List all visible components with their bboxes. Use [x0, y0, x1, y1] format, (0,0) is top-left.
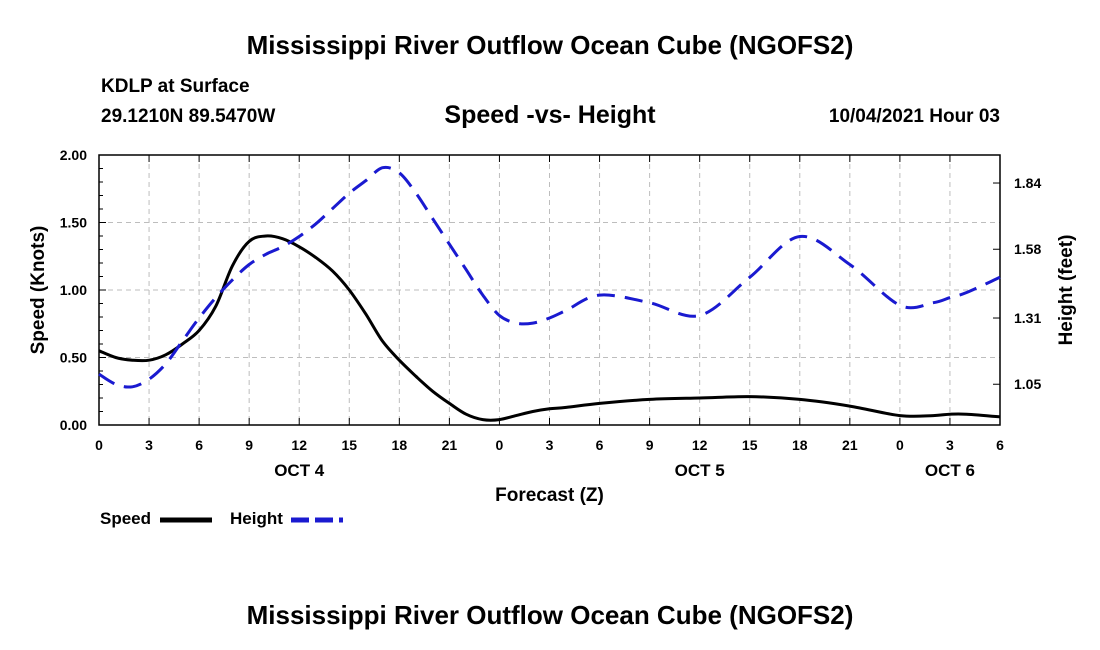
- y2-tick-label: 1.58: [1014, 241, 1041, 257]
- y2-axis-title: Height (feet): [1056, 235, 1077, 346]
- x-axis-title: Forecast (Z): [495, 485, 604, 506]
- day-label: OCT 4: [274, 461, 325, 480]
- x-tick-label: 0: [496, 437, 504, 453]
- x-tick-label: 3: [946, 437, 954, 453]
- x-tick-label: 0: [95, 437, 103, 453]
- x-tick-label: 0: [896, 437, 904, 453]
- x-tick-label: 9: [646, 437, 654, 453]
- x-tick-label: 18: [792, 437, 808, 453]
- chart-subtitle: Speed -vs- Height: [444, 101, 656, 129]
- chart-title-bottom: Mississippi River Outflow Ocean Cube (NG…: [246, 600, 854, 630]
- day-label: OCT 6: [925, 461, 975, 480]
- x-tick-label: 6: [996, 437, 1004, 453]
- x-tick-label: 3: [145, 437, 153, 453]
- x-tick-label: 3: [546, 437, 554, 453]
- speed-series-line: [98, 234, 1001, 422]
- x-tick-label: 12: [291, 437, 307, 453]
- x-tick-label: 15: [341, 437, 357, 453]
- coordinates-label: 29.1210N 89.5470W: [101, 106, 276, 127]
- y-axis-title: Speed (Knots): [28, 226, 49, 355]
- x-tick-label: 18: [392, 437, 408, 453]
- y2-tick-label: 1.05: [1014, 376, 1041, 392]
- day-label: OCT 5: [675, 461, 725, 480]
- y-tick-label: 1.50: [60, 215, 87, 231]
- x-tick-label: 15: [742, 437, 758, 453]
- y-tick-label: 0.00: [60, 417, 87, 433]
- x-tick-label: 21: [842, 437, 858, 453]
- station-label: KDLP at Surface: [101, 76, 250, 97]
- legend-height-label: Height: [230, 509, 283, 528]
- plot-frame: [98, 154, 1001, 426]
- x-tick-label: 9: [245, 437, 253, 453]
- y-tick-label: 0.50: [60, 350, 87, 366]
- x-tick-label: 6: [195, 437, 203, 453]
- x-tick-label: 12: [692, 437, 708, 453]
- x-tick-label: 6: [596, 437, 604, 453]
- chart-title-top: Mississippi River Outflow Ocean Cube (NG…: [246, 30, 854, 60]
- x-tick-label: 21: [442, 437, 458, 453]
- datetime-label: 10/04/2021 Hour 03: [828, 106, 1000, 127]
- legend-speed-label: Speed: [100, 509, 152, 528]
- y2-tick-label: 1.31: [1014, 310, 1041, 326]
- y2-tick-label: 1.84: [1014, 175, 1041, 191]
- height-series-line: [98, 165, 1001, 389]
- y-tick-label: 2.00: [60, 147, 87, 163]
- y-tick-label: 1.00: [60, 282, 87, 298]
